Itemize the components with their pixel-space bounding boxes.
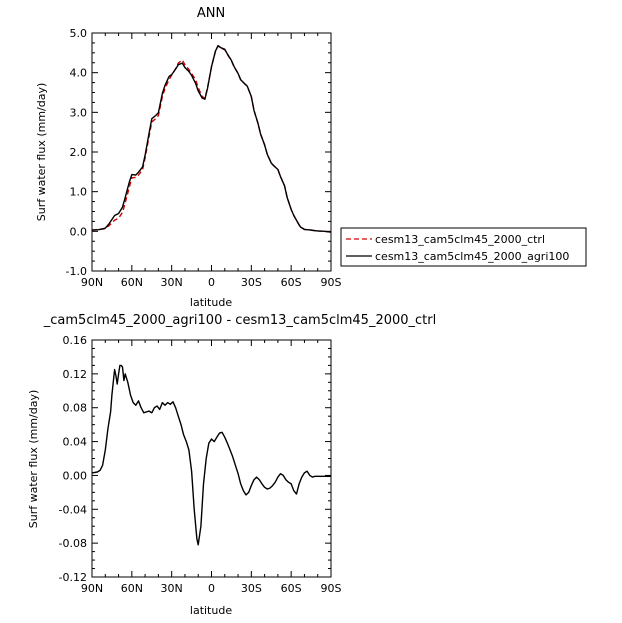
bottom-ytick-label: 0.04 — [63, 436, 88, 449]
top-series-line-1 — [91, 45, 332, 233]
top-xtick-label: 60S — [281, 276, 302, 289]
top-chart-frame — [91, 32, 332, 272]
top-ytick-label: 1.0 — [70, 186, 88, 199]
bottom-ytick-label: 0.08 — [63, 402, 88, 415]
top-ytick-label: 2.0 — [70, 146, 88, 159]
top-ytick-label: 3.0 — [70, 106, 88, 119]
legend-label-ctrl: cesm13_cam5clm45_2000_ctrl — [375, 233, 545, 246]
bottom-chart-title: _cam5clm45_2000_agri100 - cesm13_cam5clm… — [43, 313, 436, 328]
legend: cesm13_cam5clm45_2000_ctrl cesm13_cam5cl… — [340, 227, 587, 267]
bottom-ytick-label: -0.04 — [59, 503, 87, 516]
bottom-ytick-label: 0.16 — [63, 334, 88, 347]
top-ytick-label: 4.0 — [70, 67, 88, 80]
bottom-chart-ylabel: Surf water flux (mm/day) — [27, 390, 40, 529]
bottom-ytick-label: 0.00 — [63, 469, 88, 482]
legend-box — [340, 227, 587, 267]
top-xtick-label: 0 — [208, 276, 215, 289]
bottom-ytick-label: -0.08 — [59, 537, 87, 550]
bottom-xtick-label: 30S — [241, 582, 262, 595]
bottom-ytick-label: 0.12 — [63, 368, 88, 381]
bottom-chart-frame — [91, 339, 332, 578]
bottom-chart-axes: 90N 60N 30N 0 30S 60S 90S -0.12 -0.08 -0.04 0.00 0.… — [59, 334, 342, 595]
top-xtick-label: 90N — [81, 276, 103, 289]
top-ytick-label: -1.0 — [66, 265, 87, 278]
bottom-xtick-label: 60S — [281, 582, 302, 595]
bottom-ytick-label: -0.12 — [59, 571, 87, 584]
top-chart-axes: 90N 60N 30N 0 30S 60S 90S -1.0 0.0 1.0 2.0 3.0 4.0 5.… — [66, 27, 342, 289]
top-xtick-label: 90S — [321, 276, 342, 289]
top-xtick-label: 30S — [241, 276, 262, 289]
top-ytick-label: 5.0 — [70, 27, 88, 40]
top-chart-xlabel: latitude — [190, 296, 232, 309]
bottom-chart-series — [91, 364, 331, 546]
top-chart-title: ANN — [197, 6, 225, 21]
bottom-xtick-label: 90N — [81, 582, 103, 595]
top-xtick-label: 30N — [161, 276, 183, 289]
top-chart: ANN latitude Surf water flux (mm/day) 90… — [35, 6, 342, 309]
bottom-xtick-label: 90S — [321, 582, 342, 595]
bottom-series-line-0 — [91, 364, 331, 546]
top-chart-ylabel: Surf water flux (mm/day) — [35, 83, 48, 222]
top-chart-series — [91, 45, 332, 233]
top-series-line-0 — [91, 45, 332, 233]
bottom-xtick-label: 30N — [161, 582, 183, 595]
top-ytick-label: 0.0 — [70, 225, 88, 238]
top-xtick-label: 60N — [121, 276, 143, 289]
legend-label-agri100: cesm13_cam5clm45_2000_agri100 — [375, 250, 569, 263]
bottom-xtick-label: 60N — [121, 582, 143, 595]
bottom-chart-xlabel: latitude — [190, 604, 232, 617]
bottom-xtick-label: 0 — [208, 582, 215, 595]
bottom-chart: _cam5clm45_2000_agri100 - cesm13_cam5clm… — [27, 313, 436, 617]
